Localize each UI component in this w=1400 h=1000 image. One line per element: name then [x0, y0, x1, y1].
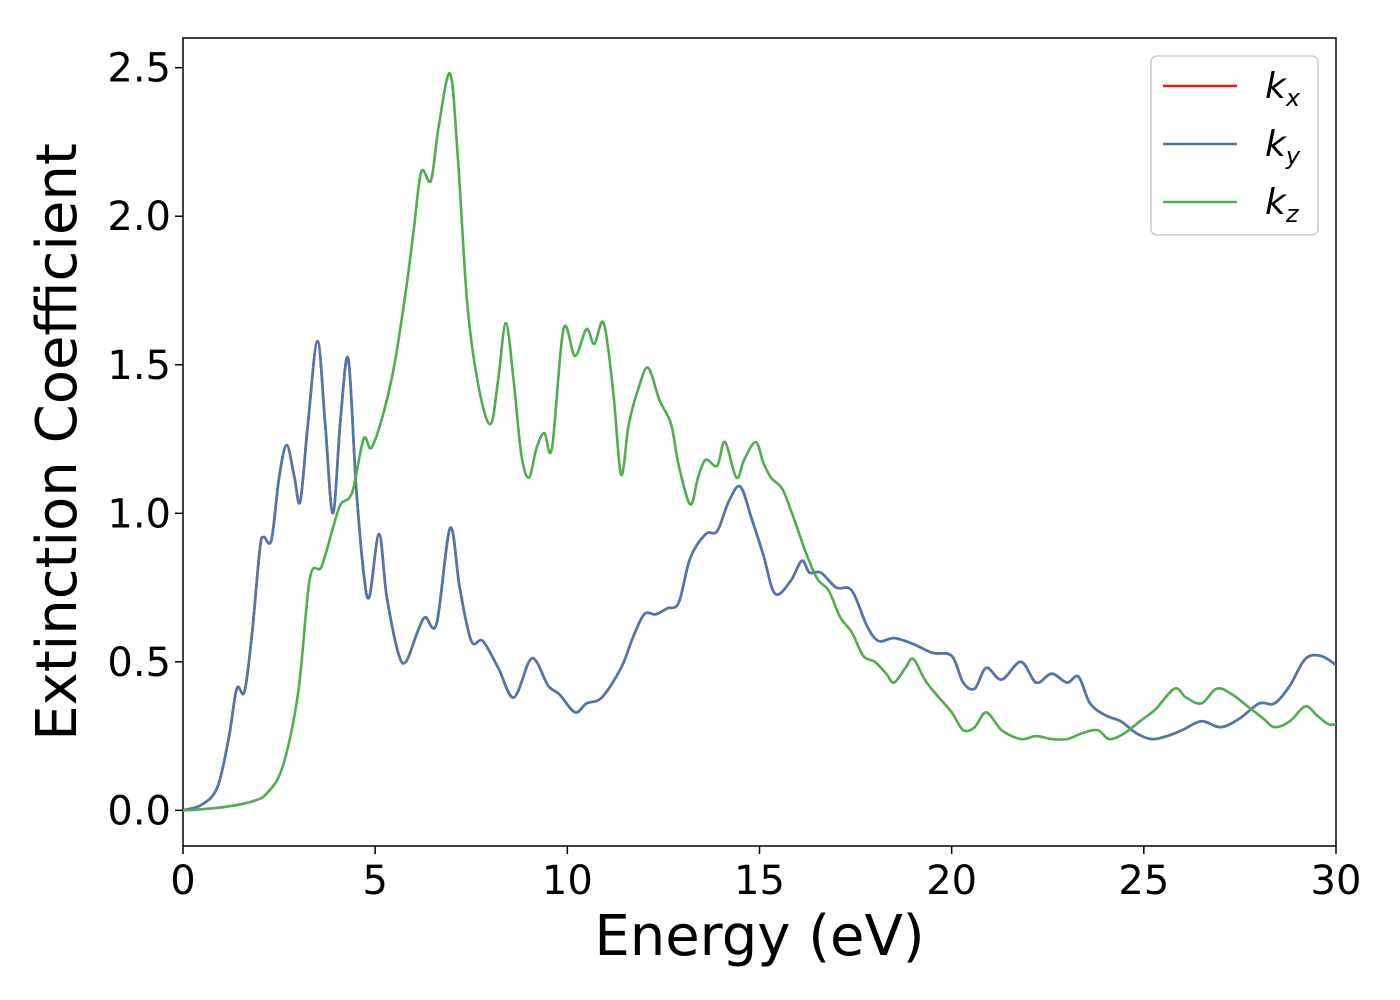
y-tick-label: 1.5 — [107, 343, 171, 389]
y-axis-ticks: 0.0 0.5 1.0 1.5 2.0 2.5 — [107, 46, 183, 834]
legend-label-kz: kz — [1265, 182, 1300, 228]
legend-box — [1150, 55, 1319, 236]
x-tick-label: 10 — [542, 858, 593, 904]
x-tick-label: 5 — [362, 858, 387, 904]
series-layer — [182, 72, 1337, 812]
legend-label-subscript: x — [1285, 84, 1301, 112]
series-line-ky — [182, 339, 1337, 812]
x-tick-label: 15 — [734, 858, 785, 904]
legend-label-subscript: y — [1285, 142, 1301, 170]
y-tick-label: 0.0 — [107, 788, 171, 834]
legend-label-kx: kx — [1265, 66, 1301, 112]
y-tick-label: 2.0 — [107, 194, 171, 240]
x-tick-label: 25 — [1118, 858, 1169, 904]
legend-label-base: k — [1265, 66, 1288, 107]
x-axis-ticks: 0 5 10 15 20 25 30 — [170, 846, 1361, 904]
legend-label-subscript: z — [1285, 200, 1300, 228]
series-line-kx — [182, 339, 1337, 812]
y-tick-label: 0.5 — [107, 640, 171, 686]
series-line-kz — [182, 72, 1337, 812]
y-tick-label: 1.0 — [107, 491, 171, 537]
x-tick-label: 0 — [170, 858, 195, 904]
y-tick-label: 2.5 — [107, 46, 171, 92]
legend-label-ky: ky — [1265, 124, 1301, 170]
legend-label-base: k — [1265, 124, 1288, 165]
x-tick-label: 30 — [1311, 858, 1362, 904]
x-axis-title: Energy (eV) — [594, 904, 924, 969]
x-tick-label: 20 — [926, 858, 977, 904]
legend-label-base: k — [1265, 182, 1288, 223]
y-axis-title: Extinction Coefficient — [25, 143, 90, 741]
